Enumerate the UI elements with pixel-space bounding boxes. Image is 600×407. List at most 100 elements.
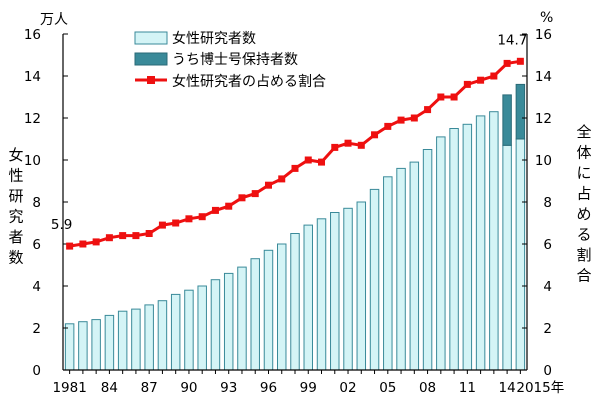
right-axis-unit: % bbox=[540, 10, 553, 26]
ratio-marker bbox=[291, 164, 299, 172]
x-tick-label: 99 bbox=[300, 380, 317, 396]
left-axis-label-char: 者 bbox=[8, 228, 23, 246]
ratio-data-label: 14.7 bbox=[497, 32, 527, 48]
bar-female-researchers bbox=[184, 289, 194, 371]
left-axis-label-char: 研 bbox=[8, 187, 23, 205]
bar-female-researchers bbox=[131, 308, 141, 371]
right-tick-label: 8 bbox=[543, 195, 552, 211]
left-axis-label-char: 女 bbox=[8, 146, 23, 164]
right-axis-label-char: る bbox=[576, 226, 591, 244]
ratio-marker bbox=[145, 230, 153, 237]
ratio-marker bbox=[225, 202, 233, 210]
bar-female-researchers bbox=[436, 136, 446, 371]
ratio-marker bbox=[132, 232, 140, 240]
x-tick-label: 05 bbox=[379, 380, 396, 396]
right-axis-label-char: 体 bbox=[576, 144, 591, 162]
bar-female-researchers bbox=[64, 323, 75, 371]
bar-female-researchers bbox=[330, 212, 340, 371]
left-tick-label: 8 bbox=[32, 195, 41, 211]
x-tick-label: 08 bbox=[419, 380, 436, 396]
bar-series bbox=[64, 83, 526, 371]
left-axis-label-char: 性 bbox=[8, 167, 23, 185]
x-ticks: 1981 84 87 90 93 96 99 02 05 08 11 14 2015年 bbox=[52, 370, 564, 396]
right-axis-label-char: 全 bbox=[576, 123, 591, 141]
ratio-marker bbox=[264, 181, 272, 189]
ratio-marker bbox=[79, 240, 87, 248]
ratio-marker bbox=[105, 234, 113, 242]
ratio-marker bbox=[172, 219, 180, 227]
bar-female-researchers bbox=[316, 218, 327, 371]
ratio-marker bbox=[397, 116, 405, 124]
data-labels: 5.9 14.7 bbox=[51, 32, 528, 233]
right-tick-label: 6 bbox=[543, 237, 552, 253]
left-tick-label: 14 bbox=[24, 69, 41, 85]
ratio-line-series bbox=[66, 57, 524, 250]
bar-female-researchers bbox=[343, 207, 353, 371]
legend: 女性研究者数 うち博士号保持者数 女性研究者の占める割合 bbox=[134, 30, 326, 90]
x-tick-label: 90 bbox=[180, 380, 197, 396]
bar-female-researchers bbox=[396, 167, 406, 371]
x-tick-label: 02 bbox=[339, 380, 356, 396]
right-tick-label: 14 bbox=[535, 69, 552, 85]
ratio-marker bbox=[450, 93, 458, 101]
ratio-marker bbox=[477, 76, 485, 84]
legend-marker-ratio bbox=[147, 76, 155, 84]
bar-female-researchers bbox=[383, 176, 393, 371]
left-axis-label-char: 究 bbox=[8, 208, 23, 226]
x-tick-label: 87 bbox=[141, 380, 158, 396]
right-tick-label: 0 bbox=[543, 363, 552, 379]
legend-label-ratio: 女性研究者の占める割合 bbox=[172, 73, 326, 90]
left-tick-label: 6 bbox=[32, 237, 41, 253]
bar-female-researchers bbox=[502, 144, 512, 371]
x-tick-label: 14 bbox=[499, 380, 516, 396]
ratio-marker bbox=[251, 190, 259, 198]
right-tick-label: 4 bbox=[543, 279, 552, 295]
right-axis-label-char: に bbox=[576, 164, 591, 182]
bar-doctorate-holders bbox=[515, 83, 526, 140]
x-tick-label: 11 bbox=[459, 380, 476, 396]
bar-female-researchers bbox=[210, 279, 221, 371]
bar-female-researchers bbox=[91, 319, 101, 371]
bar-female-researchers bbox=[356, 201, 367, 371]
ratio-marker bbox=[198, 213, 206, 221]
ratio-marker bbox=[92, 238, 100, 246]
left-tick-label: 4 bbox=[32, 279, 41, 295]
bar-female-researchers bbox=[515, 138, 526, 371]
bar-female-researchers bbox=[223, 272, 234, 371]
bar-female-researchers bbox=[157, 300, 168, 371]
right-tick-label: 16 bbox=[535, 27, 552, 43]
left-tick-label: 2 bbox=[32, 321, 41, 337]
legend-label-doctorate-holders: うち博士号保持者数 bbox=[172, 51, 298, 68]
left-axis-label: 女性研究者数 bbox=[8, 146, 23, 267]
bar-female-researchers bbox=[78, 321, 88, 371]
right-tick-label: 10 bbox=[535, 153, 552, 169]
bar-doctorate-holders bbox=[502, 94, 512, 146]
ratio-marker bbox=[463, 80, 471, 88]
left-tick-label: 12 bbox=[24, 111, 41, 127]
right-axis-label-char: 合 bbox=[576, 267, 591, 285]
right-tick-label: 2 bbox=[543, 321, 552, 337]
ratio-marker bbox=[424, 106, 432, 114]
left-tick-label: 10 bbox=[24, 153, 41, 169]
bar-female-researchers bbox=[290, 233, 300, 371]
ratio-marker bbox=[490, 72, 498, 80]
left-axis-unit: 万人 bbox=[40, 12, 68, 28]
ratio-marker bbox=[185, 215, 193, 223]
bar-female-researchers bbox=[449, 128, 459, 371]
bar-female-researchers bbox=[369, 188, 380, 371]
ratio-marker bbox=[384, 122, 392, 130]
bar-female-researchers bbox=[409, 161, 420, 371]
ratio-marker bbox=[304, 156, 312, 164]
bar-female-researchers bbox=[104, 314, 115, 371]
x-tick-label: 84 bbox=[101, 380, 118, 396]
x-tick-label: 1981 bbox=[52, 380, 86, 396]
bar-female-researchers bbox=[475, 115, 486, 371]
ratio-data-label: 5.9 bbox=[51, 217, 72, 233]
legend-swatch-female-researchers bbox=[134, 31, 168, 45]
bar-female-researchers bbox=[170, 293, 181, 371]
ratio-marker bbox=[503, 59, 511, 67]
legend-swatch-doctorate-holders bbox=[134, 52, 168, 66]
ratio-marker bbox=[516, 57, 524, 65]
x-tick-label: 96 bbox=[260, 380, 277, 396]
